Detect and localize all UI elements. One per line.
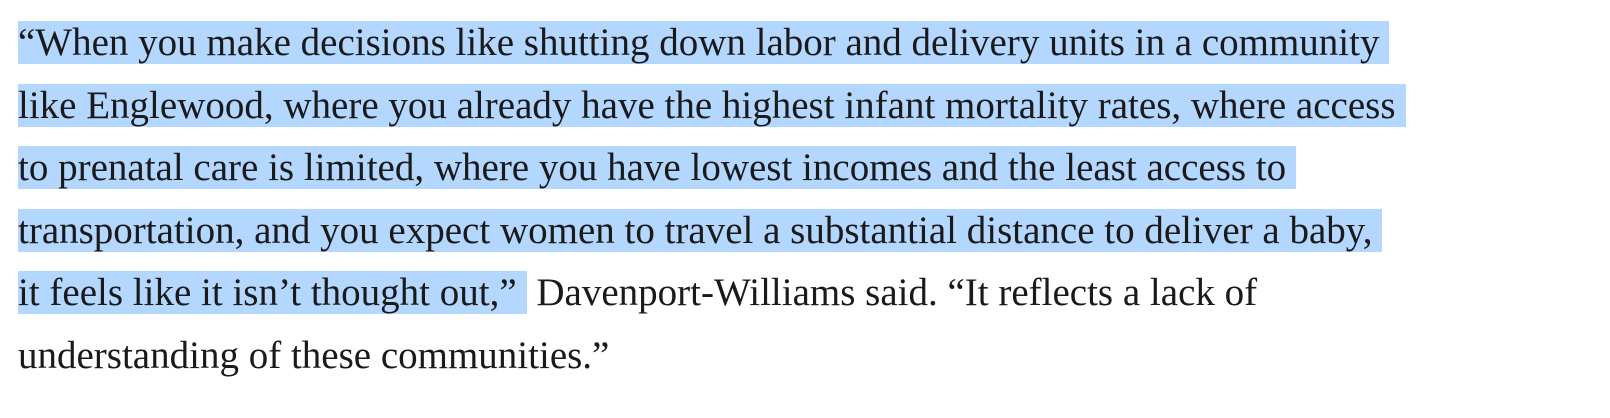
quote-paragraph: “When you make decisions like shutting d… xyxy=(18,12,1578,387)
selected-text[interactable]: like Englewood, where you already have t… xyxy=(18,83,1406,127)
selected-text[interactable]: transportation, and you expect women to … xyxy=(18,208,1383,252)
paragraph-line-4: transportation, and you expect women to … xyxy=(18,200,1578,263)
paragraph-line-6: understanding of these communities.” xyxy=(18,325,1578,388)
unselected-text: understanding of these communities.” xyxy=(18,333,610,377)
unselected-text: Davenport-Williams said. “It reflects a … xyxy=(526,271,1258,314)
selected-text[interactable]: it feels like it isn’t thought out,” xyxy=(18,271,527,314)
paragraph-line-2: like Englewood, where you already have t… xyxy=(18,75,1578,138)
selected-text[interactable]: to prenatal care is limited, where you h… xyxy=(18,146,1297,189)
selected-text[interactable]: “When you make decisions like shutting d… xyxy=(18,21,1390,64)
paragraph-line-5: it feels like it isn’t thought out,” Dav… xyxy=(18,262,1578,325)
paragraph-line-1: “When you make decisions like shutting d… xyxy=(18,12,1578,75)
paragraph-line-3: to prenatal care is limited, where you h… xyxy=(18,137,1578,200)
